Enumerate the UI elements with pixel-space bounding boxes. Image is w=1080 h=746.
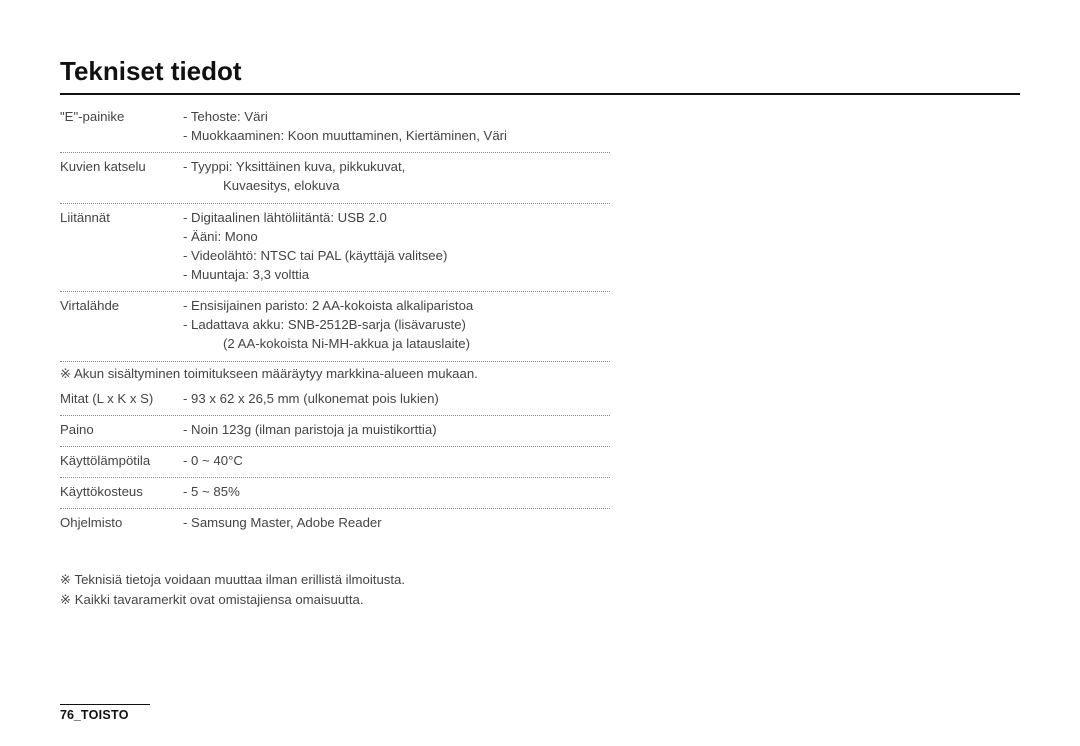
spec-values: - Ensisijainen paristo: 2 AA-kokoista al… xyxy=(183,296,610,353)
spec-row: Kuvien katselu - Tyyppi: Yksittäinen kuv… xyxy=(60,152,610,199)
spec-label: Käyttölämpötila xyxy=(60,451,183,470)
spec-row: Käyttökosteus - 5 ~ 85% xyxy=(60,477,610,505)
spec-row: Liitännät - Digitaalinen lähtöliitäntä: … xyxy=(60,203,610,289)
spec-fullwidth-note: ※ Akun sisältyminen toimitukseen määräyt… xyxy=(60,361,610,387)
spec-label: Ohjelmisto xyxy=(60,513,183,532)
spec-label: Kuvien katselu xyxy=(60,157,183,195)
end-note: ※ Teknisiä tietoja voidaan muuttaa ilman… xyxy=(60,570,1020,590)
spec-values: - Samsung Master, Adobe Reader xyxy=(183,513,610,532)
page-number: 76 xyxy=(60,708,74,722)
spec-label: Liitännät xyxy=(60,208,183,285)
spec-value: - 93 x 62 x 26,5 mm (ulkonemat pois luki… xyxy=(183,389,610,408)
spec-value: - Ääni: Mono xyxy=(183,227,610,246)
spec-values: - Tehoste: Väri - Muokkaaminen: Koon muu… xyxy=(183,107,610,145)
spec-label: Käyttökosteus xyxy=(60,482,183,501)
spec-value-indented: (2 AA-kokoista Ni-MH-akkua ja latauslait… xyxy=(183,334,610,353)
spec-values: - 0 ~ 40°C xyxy=(183,451,610,470)
spec-value: - Muuntaja: 3,3 volttia xyxy=(183,265,610,284)
spec-row: Virtalähde - Ensisijainen paristo: 2 AA-… xyxy=(60,291,610,357)
page-title: Tekniset tiedot xyxy=(60,56,1020,87)
footer-section: TOISTO xyxy=(81,708,129,722)
spec-row: Käyttölämpötila - 0 ~ 40°C xyxy=(60,446,610,474)
spec-value: - Muokkaaminen: Koon muuttaminen, Kiertä… xyxy=(183,126,610,145)
spec-label: Mitat (L x K x S) xyxy=(60,389,183,408)
spec-value: - Digitaalinen lähtöliitäntä: USB 2.0 xyxy=(183,208,610,227)
spec-value: - Ensisijainen paristo: 2 AA-kokoista al… xyxy=(183,296,610,315)
spec-value: - 5 ~ 85% xyxy=(183,482,610,501)
end-note: ※ Kaikki tavaramerkit ovat omistajiensa … xyxy=(60,590,1020,610)
spec-row: Ohjelmisto - Samsung Master, Adobe Reade… xyxy=(60,508,610,536)
title-rule xyxy=(60,93,1020,95)
specs-block-1: "E"-painike - Tehoste: Väri - Muokkaamin… xyxy=(60,105,610,358)
spec-row: "E"-painike - Tehoste: Väri - Muokkaamin… xyxy=(60,105,610,149)
end-notes: ※ Teknisiä tietoja voidaan muuttaa ilman… xyxy=(60,570,1020,610)
spec-value: - Ladattava akku: SNB-2512B-sarja (lisäv… xyxy=(183,315,610,334)
spec-label: "E"-painike xyxy=(60,107,183,145)
spec-values: - 93 x 62 x 26,5 mm (ulkonemat pois luki… xyxy=(183,389,610,408)
spec-values: - Digitaalinen lähtöliitäntä: USB 2.0 - … xyxy=(183,208,610,285)
spec-value: - Noin 123g (ilman paristoja ja muistiko… xyxy=(183,420,610,439)
page: Tekniset tiedot "E"-painike - Tehoste: V… xyxy=(0,0,1080,746)
spec-value: - 0 ~ 40°C xyxy=(183,451,610,470)
spec-value: - Videolähtö: NTSC tai PAL (käyttäjä val… xyxy=(183,246,610,265)
spec-row: Paino - Noin 123g (ilman paristoja ja mu… xyxy=(60,415,610,443)
spec-values: - Noin 123g (ilman paristoja ja muistiko… xyxy=(183,420,610,439)
page-footer: 76_TOISTO xyxy=(60,704,150,722)
spec-label: Paino xyxy=(60,420,183,439)
spec-value: - Tyyppi: Yksittäinen kuva, pikkukuvat, xyxy=(183,157,610,176)
spec-value-indented: Kuvaesitys, elokuva xyxy=(183,176,610,195)
spec-value: - Tehoste: Väri xyxy=(183,107,610,126)
spec-label: Virtalähde xyxy=(60,296,183,353)
spec-row: Mitat (L x K x S) - 93 x 62 x 26,5 mm (u… xyxy=(60,387,610,412)
specs-block-2: Mitat (L x K x S) - 93 x 62 x 26,5 mm (u… xyxy=(60,387,610,537)
spec-value: - Samsung Master, Adobe Reader xyxy=(183,513,610,532)
spec-values: - 5 ~ 85% xyxy=(183,482,610,501)
spec-values: - Tyyppi: Yksittäinen kuva, pikkukuvat, … xyxy=(183,157,610,195)
